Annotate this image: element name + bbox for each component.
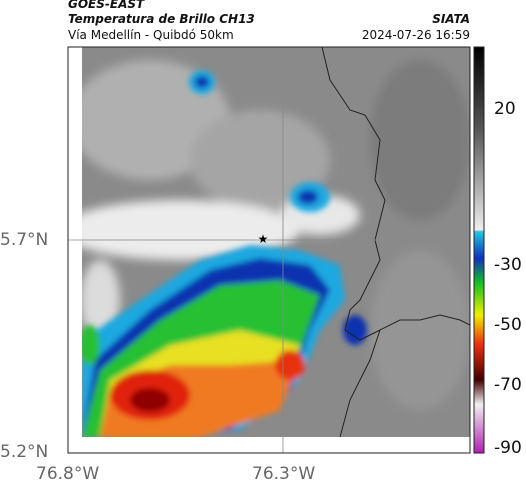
colorbar-tick-label: -70 <box>494 375 522 395</box>
x-tick-label: 76.8°W <box>36 464 100 484</box>
satellite-image <box>82 47 470 437</box>
colorbar <box>473 46 485 454</box>
location-marker: ★ <box>258 232 269 246</box>
y-tick-label: 5.7°N <box>0 230 49 250</box>
source: SIATA <box>432 12 470 26</box>
product-title: GOES-EAST <box>68 0 145 11</box>
colorbar-tick-label: -30 <box>494 255 522 275</box>
colorbar-tick-label: -90 <box>494 438 522 458</box>
colorbar-tick-label: 20 <box>494 99 516 119</box>
datetime: 2024-07-26 16:59 <box>361 28 470 42</box>
location: Vía Medellín - Quibdó 50km <box>68 28 234 42</box>
variable-title: Temperatura de Brillo CH13 <box>68 12 255 26</box>
colorbar-tick-label: -50 <box>494 315 522 335</box>
map-frame <box>67 46 471 454</box>
x-tick-label: 76.3°W <box>252 464 316 484</box>
y-tick-label: 5.2°N <box>0 442 49 462</box>
